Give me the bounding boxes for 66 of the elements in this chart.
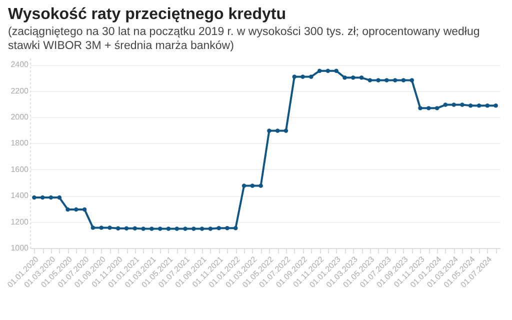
point — [317, 68, 322, 73]
point — [292, 74, 296, 79]
point — [485, 103, 490, 108]
point — [174, 226, 179, 231]
point — [384, 78, 389, 82]
point — [326, 68, 330, 73]
point — [208, 226, 213, 231]
point — [468, 103, 473, 108]
point — [141, 226, 146, 231]
point — [250, 184, 255, 188]
point — [166, 226, 171, 231]
point — [494, 103, 498, 108]
y-tick-label: 2200 — [10, 86, 30, 96]
chart-title: Wysokość raty przeciętnego kredytu — [8, 6, 288, 24]
point — [57, 195, 62, 200]
point — [48, 195, 54, 200]
point — [376, 78, 380, 82]
point — [225, 226, 230, 230]
point — [300, 74, 305, 79]
point — [275, 128, 280, 133]
point — [452, 102, 456, 107]
y-tick-label: 2400 — [10, 60, 30, 70]
point — [150, 226, 154, 231]
y-tick-label: 1800 — [10, 138, 30, 148]
point — [242, 184, 246, 188]
point — [74, 207, 78, 212]
point — [124, 226, 129, 230]
point — [132, 226, 138, 230]
y-tick-label: 2000 — [10, 112, 30, 122]
point — [401, 78, 406, 82]
point — [99, 226, 104, 230]
point — [234, 226, 238, 230]
point — [200, 226, 204, 231]
point — [410, 78, 414, 82]
point — [82, 207, 87, 212]
point — [108, 226, 112, 230]
point — [460, 102, 464, 107]
point — [66, 207, 70, 212]
point — [267, 128, 272, 133]
point — [434, 106, 440, 110]
y-tick-label: 1000 — [10, 244, 30, 252]
point — [40, 195, 45, 200]
y-tick-label: 1200 — [10, 217, 30, 226]
point — [32, 195, 36, 200]
point — [309, 74, 314, 79]
point — [116, 226, 120, 230]
point — [284, 128, 288, 133]
point — [351, 76, 356, 80]
point — [90, 226, 96, 230]
point — [342, 76, 347, 80]
point — [392, 78, 398, 82]
point — [368, 78, 372, 82]
point — [216, 226, 221, 230]
point — [183, 226, 188, 231]
point — [443, 102, 448, 107]
point — [359, 76, 364, 80]
point — [334, 68, 338, 73]
point — [192, 226, 196, 231]
chart-subtitle: (zaciągniętego na 30 lat na początku 2019 r. w wysokości 300 tys. zł; oprocentowany według stawki WIBOR 3M + średnia marża banków) — [8, 25, 481, 53]
point — [426, 106, 431, 110]
point — [258, 184, 263, 188]
point — [476, 103, 482, 108]
y-tick-label: 1400 — [10, 191, 30, 200]
point — [158, 226, 162, 231]
point — [418, 106, 422, 110]
y-tick-label: 1600 — [10, 164, 30, 174]
